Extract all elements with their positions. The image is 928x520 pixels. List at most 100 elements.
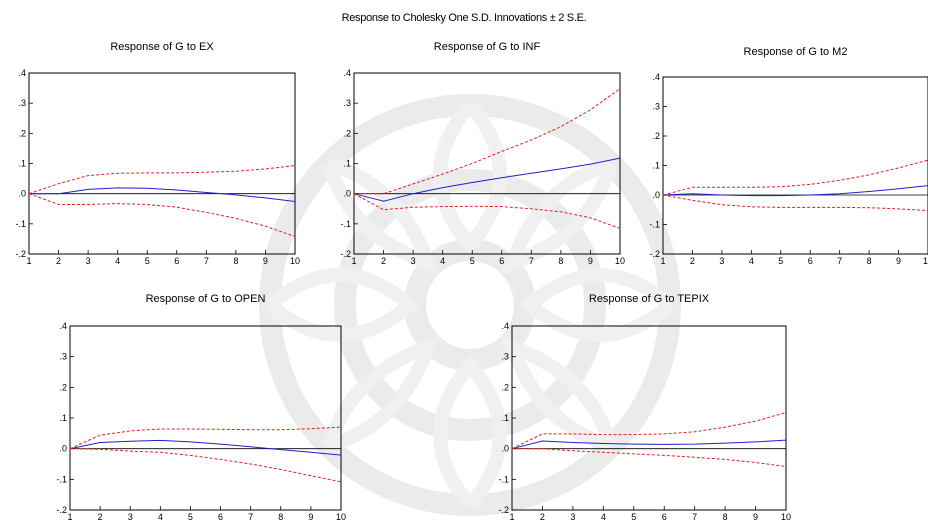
x-tick-label: 1 <box>660 256 665 266</box>
y-tick-label: .3 <box>652 102 660 112</box>
y-tick-label: .3 <box>18 98 26 108</box>
y-tick-label: -.1 <box>340 219 351 229</box>
x-tick-label: 6 <box>499 256 504 266</box>
panel-title: Response of G to OPEN <box>146 293 266 305</box>
x-tick-label: 3 <box>128 512 133 520</box>
x-tick-label: 1 <box>351 256 356 266</box>
x-tick-label: 5 <box>145 256 150 266</box>
y-tick-label: .1 <box>59 413 67 423</box>
upper-band-line <box>354 88 621 195</box>
y-tick-label: .2 <box>343 128 351 138</box>
panel-title: Response of G to M2 <box>744 46 848 58</box>
panel-title: Response of G to TEPIX <box>589 293 710 305</box>
y-tick-label: -.1 <box>649 220 660 230</box>
y-tick-label: .3 <box>59 352 67 362</box>
x-tick-label: 1 <box>26 256 31 266</box>
y-tick-label: .1 <box>18 159 26 169</box>
y-tick-label: .2 <box>652 131 660 141</box>
chart-panel: Response of G to EX -.2 -.1 .0 .1 .2 .3 .4 1 2 3 4 5… <box>15 41 300 266</box>
y-tick-label: -.2 <box>649 249 660 259</box>
x-tick-label: 8 <box>558 256 563 266</box>
x-tick-label: 6 <box>174 256 179 266</box>
x-tick-label: 10 <box>923 256 928 266</box>
x-tick-label: 8 <box>278 512 283 520</box>
x-tick-label: 7 <box>692 512 697 520</box>
lower-band-line <box>353 193 621 229</box>
x-tick-label: 9 <box>263 256 268 266</box>
x-tick-label: 4 <box>158 512 163 520</box>
y-tick-label: -.2 <box>340 249 351 259</box>
x-tick-label: 5 <box>470 256 475 266</box>
y-tick-label: .2 <box>18 128 26 138</box>
x-tick-label: 7 <box>529 256 534 266</box>
y-tick-label: .0 <box>652 190 660 200</box>
x-tick-label: 3 <box>570 512 575 520</box>
x-tick-label: 6 <box>808 256 813 266</box>
plot-frame <box>28 72 296 255</box>
y-tick-label: .4 <box>59 321 67 331</box>
plot-frame <box>353 72 621 255</box>
x-tick-label: 4 <box>440 256 445 266</box>
y-tick-label: -.1 <box>56 474 67 484</box>
x-tick-label: 1 <box>509 512 514 520</box>
y-tick-label: -.2 <box>15 249 26 259</box>
x-tick-label: 10 <box>336 512 346 520</box>
x-tick-label: 4 <box>115 256 120 266</box>
x-tick-label: 8 <box>723 512 728 520</box>
x-tick-label: 2 <box>56 256 61 266</box>
y-tick-label: .0 <box>343 189 351 199</box>
y-tick-label: -.1 <box>498 474 509 484</box>
y-tick-label: .4 <box>652 72 660 82</box>
upper-band-line <box>511 412 787 450</box>
x-tick-label: 3 <box>719 256 724 266</box>
x-tick-label: 8 <box>867 256 872 266</box>
y-tick-label: .2 <box>501 382 509 392</box>
chart-panel: Response of G to M2 -.2 -.1 .0 .1 .2 .3 .4 1 2 3 4 5… <box>649 46 928 266</box>
upper-band-line <box>28 165 296 195</box>
panel-title: Response of G to EX <box>110 41 214 53</box>
x-tick-label: 8 <box>233 256 238 266</box>
y-tick-label: .4 <box>343 68 351 78</box>
y-tick-label: .0 <box>59 444 67 454</box>
x-tick-label: 7 <box>204 256 209 266</box>
x-tick-label: 2 <box>540 512 545 520</box>
x-tick-label: 9 <box>753 512 758 520</box>
response-line <box>511 439 787 450</box>
chart-panel: Response of G to INF -.2 -.1 .0 .1 .2 .3 .4 1 2 3 4… <box>340 41 625 266</box>
y-tick-label: .0 <box>18 189 26 199</box>
lower-band-line <box>69 448 342 483</box>
upper-band-line <box>69 426 342 450</box>
x-tick-label: 7 <box>837 256 842 266</box>
lower-band-line <box>662 194 928 212</box>
x-tick-label: 2 <box>98 512 103 520</box>
y-tick-label: .1 <box>652 161 660 171</box>
response-line <box>69 439 342 456</box>
lower-band-line <box>28 193 296 237</box>
figure-title: Response to Cholesky One S.D. Innovation… <box>341 12 587 24</box>
x-tick-label: 6 <box>218 512 223 520</box>
x-tick-label: 2 <box>381 256 386 266</box>
panel-title: Response of G to INF <box>434 41 541 53</box>
x-tick-label: 5 <box>631 512 636 520</box>
plot-frame <box>69 325 342 511</box>
x-tick-label: 9 <box>896 256 901 266</box>
y-tick-label: .0 <box>501 444 509 454</box>
x-tick-label: 3 <box>86 256 91 266</box>
x-tick-label: 9 <box>308 512 313 520</box>
x-tick-label: 5 <box>188 512 193 520</box>
x-tick-label: 5 <box>778 256 783 266</box>
x-tick-label: 3 <box>411 256 416 266</box>
x-tick-label: 1 <box>67 512 72 520</box>
y-tick-label: -.1 <box>15 219 26 229</box>
upper-band-line <box>662 159 928 196</box>
x-tick-label: 9 <box>588 256 593 266</box>
x-tick-label: 10 <box>290 256 300 266</box>
plot-frame <box>511 325 787 511</box>
chart-panel: Response of G to TEPIX -.2 -.1 .0 .1 .2 .3 .4 1 2… <box>498 293 791 520</box>
x-tick-label: 6 <box>662 512 667 520</box>
x-tick-label: 2 <box>690 256 695 266</box>
response-line <box>353 157 621 202</box>
y-tick-label: .1 <box>343 159 351 169</box>
y-tick-label: -.2 <box>56 505 67 515</box>
